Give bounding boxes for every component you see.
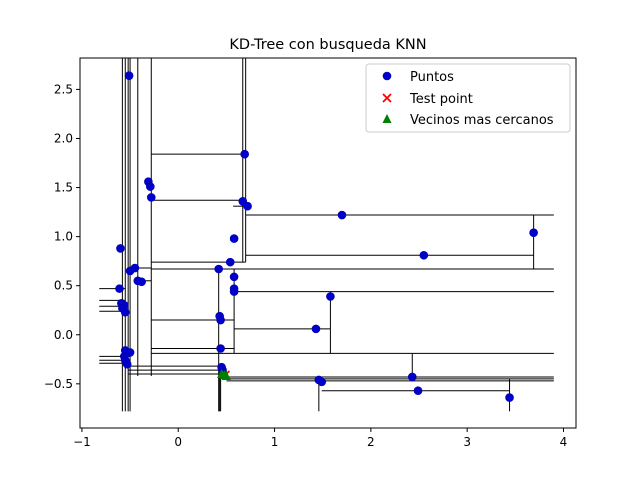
point-marker — [243, 201, 252, 211]
neighbor-marker — [382, 114, 392, 123]
x-axis: −1 0 1 2 3 4 — [73, 428, 567, 449]
test-point-marker — [382, 93, 392, 103]
x-tick-label: 0 — [174, 435, 182, 449]
point-marker — [229, 287, 239, 296]
point-marker — [413, 386, 423, 396]
x-tick-label: 2 — [367, 435, 375, 449]
point-marker — [216, 344, 225, 353]
point-marker — [225, 257, 235, 267]
x-tick-label: −1 — [73, 435, 91, 449]
point-marker — [311, 324, 321, 334]
plot-frame — [79, 57, 577, 429]
y-tick-label: 1.0 — [54, 230, 73, 244]
x-tick-label: 4 — [560, 435, 568, 449]
chart-title: KD-Tree con busqueda KNN — [229, 37, 426, 53]
point-marker — [137, 277, 146, 287]
point-marker — [124, 71, 134, 80]
y-axis: −0.5 0.0 0.5 1.0 1.5 2.0 2.5 — [44, 82, 80, 391]
point-marker — [146, 182, 155, 191]
point-marker — [229, 234, 239, 243]
legend-label: Vecinos mas cercanos — [410, 113, 554, 128]
y-tick-label: 0.0 — [54, 328, 73, 342]
y-tick-label: −0.5 — [44, 377, 73, 391]
y-tick-label: 2.5 — [54, 82, 73, 96]
point-marker — [337, 210, 347, 220]
x-tick-label: 3 — [463, 435, 471, 449]
legend: Puntos Test point Vecinos mas cercanos — [365, 63, 571, 133]
legend-label: Test point — [409, 92, 473, 107]
point-marker — [529, 228, 538, 237]
legend-box — [365, 63, 571, 133]
y-tick-label: 1.5 — [54, 181, 73, 195]
point-marker — [229, 272, 239, 282]
point-marker — [214, 264, 223, 274]
data-points — [115, 71, 538, 402]
point-marker — [122, 359, 132, 369]
point-marker — [216, 315, 225, 325]
x-tick-label: 1 — [271, 435, 279, 449]
point-marker — [407, 372, 417, 382]
point-marker — [120, 307, 130, 317]
point-marker — [505, 393, 514, 402]
point-marker — [326, 292, 335, 301]
point-marker — [115, 284, 124, 293]
point-marker — [317, 377, 327, 387]
y-tick-label: 2.0 — [54, 131, 73, 145]
neighbor-marker — [221, 370, 231, 380]
point-marker — [419, 250, 429, 260]
point-marker — [125, 266, 135, 276]
legend-label: Puntos — [410, 70, 454, 85]
test-point-stroke — [382, 93, 392, 103]
point-marker — [116, 244, 125, 253]
point-marker — [382, 71, 392, 81]
point-marker — [146, 193, 156, 202]
point-marker — [240, 149, 249, 159]
y-tick-label: 0.5 — [54, 279, 73, 293]
